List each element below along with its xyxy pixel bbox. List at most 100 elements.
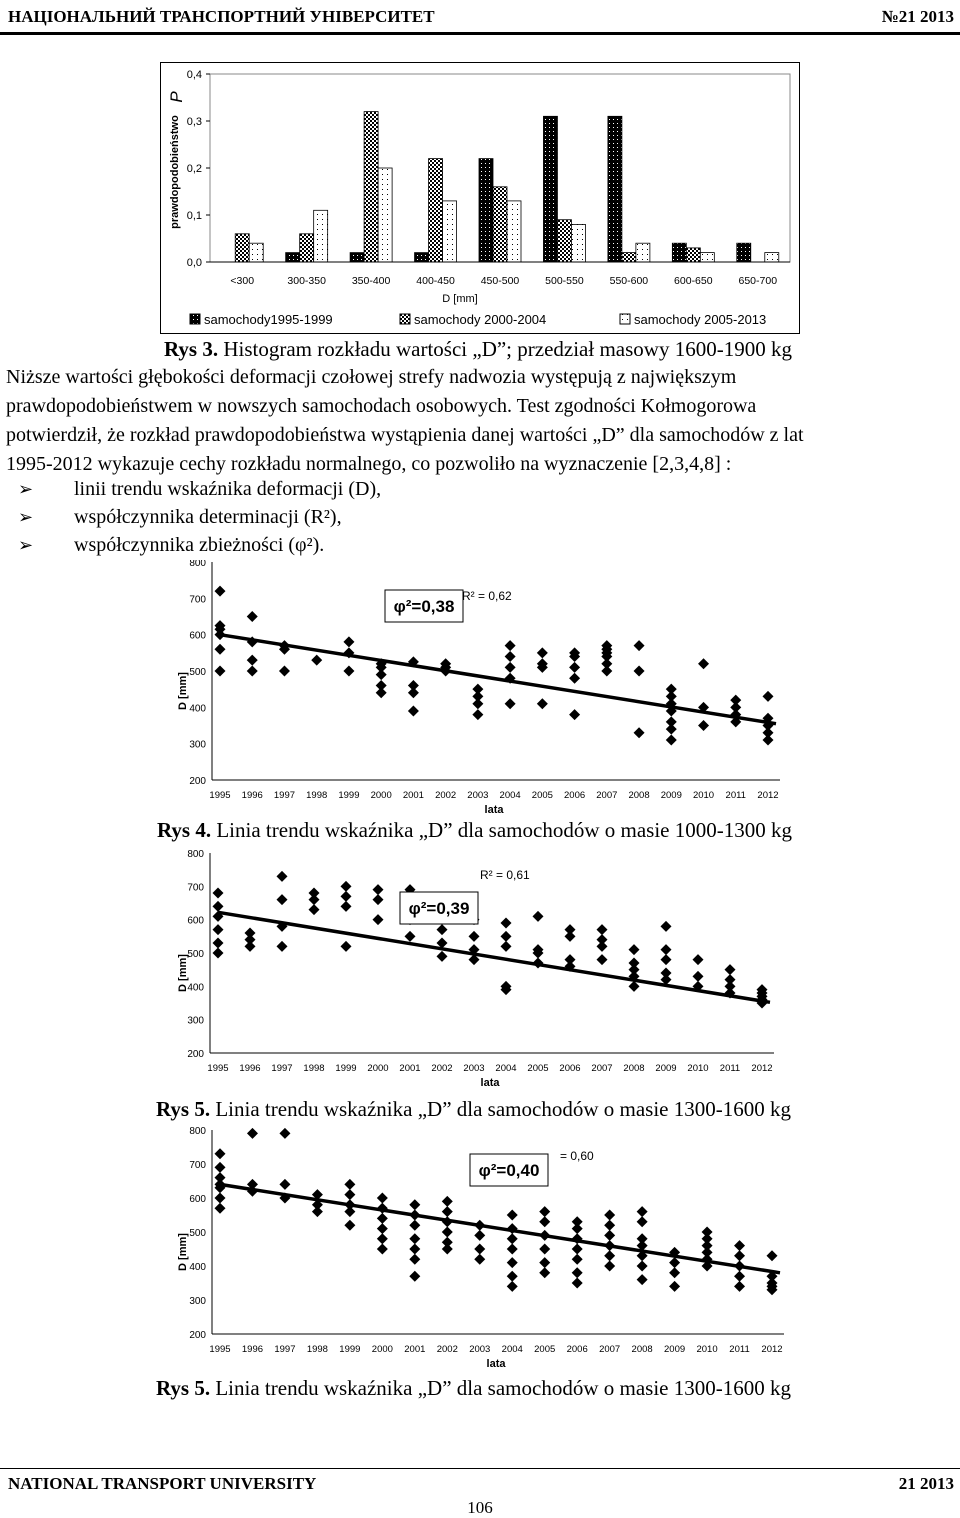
data-point: [441, 1206, 453, 1218]
arrow-bullet-icon: ➢: [18, 479, 34, 499]
data-point: [564, 954, 576, 966]
data-point: [601, 658, 613, 670]
data-point: [506, 1257, 518, 1269]
caption-label: Rys 4.: [157, 818, 212, 842]
histogram-bar: [685, 247, 701, 263]
data-point: [669, 1257, 681, 1269]
data-point: [409, 1233, 421, 1245]
data-point: [665, 734, 677, 746]
data-point: [636, 1274, 648, 1286]
histogram-bar: [506, 200, 522, 263]
x-tick-label: <300: [230, 275, 254, 287]
data-point: [500, 984, 512, 996]
x-tick-label: 2006: [559, 1063, 580, 1074]
legend-label: samochody1995-1999: [204, 312, 333, 327]
data-point: [564, 924, 576, 936]
x-tick-label: 2008: [623, 1063, 644, 1074]
data-point: [308, 887, 320, 899]
data-point: [701, 1233, 713, 1245]
data-point: [409, 1219, 421, 1231]
data-point: [472, 709, 484, 721]
page-header: НАЦІОНАЛЬНИЙ ТРАНСПОРТНИЙ УНІВЕРСИТЕТ №2…: [8, 4, 954, 30]
x-axis-label: lata: [487, 1358, 507, 1370]
x-tick-label: 2001: [399, 1063, 420, 1074]
data-point: [376, 1233, 388, 1245]
data-point: [596, 934, 608, 946]
footer-rule: [0, 1468, 960, 1469]
data-point: [340, 900, 352, 912]
figure-caption-rys4: Rys 4. Linia trendu wskaźnika „D” dla sa…: [157, 818, 792, 843]
y-tick-label: 0,1: [187, 210, 202, 222]
trend-line: [219, 632, 777, 726]
caption-text: Linia trendu wskaźnika „D” dla samochodó…: [215, 1376, 791, 1400]
data-point: [436, 950, 448, 962]
data-point: [212, 910, 224, 922]
data-point: [724, 964, 736, 976]
data-point: [311, 1189, 323, 1201]
x-tick-label: 1997: [274, 790, 295, 801]
data-point: [246, 1127, 258, 1139]
data-point: [636, 1233, 648, 1245]
x-tick-label: 2000: [372, 1344, 393, 1355]
header-university: НАЦІОНАЛЬНИЙ ТРАНСПОРТНИЙ УНІВЕРСИТЕТ: [8, 7, 435, 26]
bullet-text: współczynnika zbieżności (φ²).: [74, 534, 325, 556]
data-point: [596, 940, 608, 952]
data-point: [279, 1127, 291, 1139]
data-point: [441, 1226, 453, 1238]
data-point: [474, 1243, 486, 1255]
data-point: [214, 585, 226, 597]
x-tick-label: 1997: [274, 1344, 295, 1355]
data-point: [628, 957, 640, 969]
data-point: [564, 930, 576, 942]
y-axis-label: D [mm]: [177, 672, 189, 710]
data-point: [724, 980, 736, 992]
data-point: [762, 734, 774, 746]
data-point: [244, 940, 256, 952]
header-rule: [0, 32, 960, 35]
histogram-bar: [377, 167, 393, 263]
data-point: [734, 1240, 746, 1252]
x-tick-label: 2003: [469, 1344, 490, 1355]
figure-caption-rys3: Rys 3. Histogram rozkładu wartości „D”; …: [164, 337, 792, 362]
y-tick-label: 300: [189, 1296, 206, 1307]
data-point: [536, 647, 548, 659]
x-tick-label: 1995: [209, 790, 230, 801]
data-point: [468, 930, 480, 942]
bullet-list: ➢ linii trendu wskaźnika deformacji (D), …: [18, 475, 381, 559]
data-point: [214, 665, 226, 677]
x-tick-label: 600-650: [674, 275, 713, 287]
paragraph-line: potwierdził, że rozkład prawdopodobieńst…: [6, 424, 804, 446]
page-footer: NATIONAL TRANSPORT UNIVERSITY 21 2013: [8, 1474, 954, 1494]
x-tick-label: 2000: [367, 1063, 388, 1074]
y-tick-label: 300: [189, 740, 206, 751]
data-point: [762, 727, 774, 739]
data-point: [276, 920, 288, 932]
caption-label: Rys 3.: [164, 337, 219, 361]
legend-swatch: [399, 313, 411, 325]
data-point: [372, 894, 384, 906]
histogram-bar: [635, 242, 651, 263]
x-tick-label: 2010: [687, 1063, 708, 1074]
data-point: [436, 924, 448, 936]
page-number: 106: [467, 1498, 493, 1517]
data-point: [596, 954, 608, 966]
data-point: [698, 720, 710, 731]
x-tick-label: 2009: [664, 1344, 685, 1355]
x-tick-label: 2005: [527, 1063, 548, 1074]
phi-label: φ²=0,38: [394, 597, 455, 616]
y-tick-label: 800: [189, 1126, 206, 1137]
phi-box: [399, 891, 479, 925]
y-tick-label: 600: [187, 916, 204, 927]
data-point: [344, 1178, 356, 1190]
trend-line: [217, 910, 771, 1005]
y-axis-label: D [mm]: [177, 1233, 189, 1271]
legend-swatch: [619, 313, 631, 325]
bullet-item: ➢ linii trendu wskaźnika deformacji (D),: [18, 475, 381, 503]
data-point: [596, 924, 608, 936]
data-point: [633, 665, 645, 677]
data-point: [375, 687, 387, 699]
x-tick-label: 2003: [463, 1063, 484, 1074]
data-point: [604, 1219, 616, 1231]
data-point: [730, 701, 742, 713]
data-point: [343, 665, 355, 677]
